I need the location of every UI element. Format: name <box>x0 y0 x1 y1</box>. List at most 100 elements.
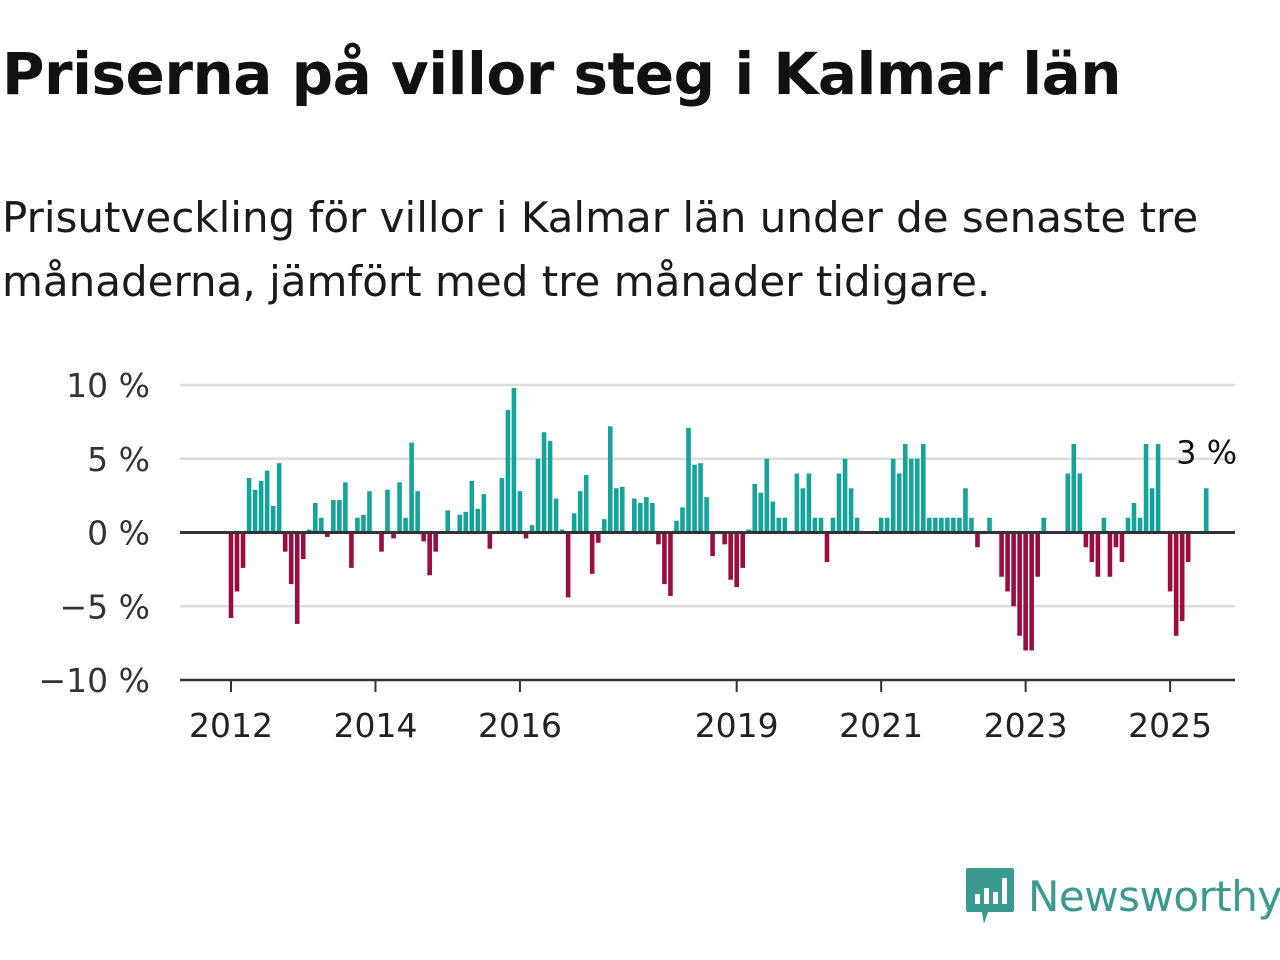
bar <box>969 517 974 533</box>
bar <box>764 458 770 533</box>
bar <box>1041 517 1046 533</box>
bar <box>644 497 649 533</box>
bar <box>812 517 818 533</box>
bar <box>246 477 252 533</box>
bar <box>927 517 932 533</box>
bar <box>692 464 697 533</box>
bar <box>601 519 607 533</box>
bar <box>240 532 246 568</box>
newsworthy-logo-icon <box>966 868 1014 924</box>
bar <box>752 483 758 533</box>
x-tick-label: 2019 <box>695 706 779 745</box>
bar <box>319 517 324 533</box>
y-tick-label: −10 % <box>39 661 151 700</box>
bar <box>698 463 703 533</box>
bar <box>523 532 529 539</box>
bar <box>288 532 294 585</box>
bar <box>680 507 685 533</box>
newsworthy-logo: Newsworthy <box>964 866 1280 926</box>
bar <box>547 441 553 533</box>
bar <box>258 480 264 533</box>
bar <box>800 488 806 533</box>
bar <box>270 505 276 533</box>
bar <box>1143 444 1149 533</box>
bar <box>842 458 848 533</box>
bar <box>656 532 661 545</box>
bar <box>638 503 643 533</box>
bar <box>553 498 559 533</box>
bar <box>1203 488 1209 533</box>
bar <box>987 517 992 533</box>
x-tick-label: 2023 <box>984 706 1068 745</box>
x-axis-labels: 2012 2014 2016 2019 2021 2023 2025 <box>189 706 1212 745</box>
bar <box>830 517 836 533</box>
bar <box>463 511 469 533</box>
bar <box>355 517 360 533</box>
bar <box>963 488 968 533</box>
bar <box>1101 517 1107 533</box>
bar <box>1095 532 1101 577</box>
bar <box>499 477 505 533</box>
bar <box>1107 532 1113 577</box>
bar <box>391 532 396 539</box>
bar <box>668 532 673 596</box>
newsworthy-logo-text: Newsworthy <box>1028 871 1280 921</box>
bar <box>1071 444 1077 533</box>
y-tick-label: 10 % <box>66 366 150 405</box>
bar <box>776 517 782 533</box>
bar <box>939 517 944 533</box>
bar <box>1005 532 1010 592</box>
bar <box>481 494 487 533</box>
bar <box>1029 532 1034 651</box>
bar <box>896 473 902 533</box>
bar <box>1173 532 1179 636</box>
bars <box>228 387 1209 651</box>
bar <box>252 489 258 533</box>
bar <box>1023 532 1028 651</box>
bar <box>758 492 764 533</box>
bar <box>325 532 330 537</box>
bar <box>607 426 613 533</box>
bar <box>620 486 625 533</box>
bar <box>276 463 282 533</box>
bar <box>945 517 950 533</box>
gridlines <box>180 383 1235 608</box>
bar <box>710 532 715 557</box>
bar <box>565 532 571 598</box>
bar <box>921 444 926 533</box>
bar <box>589 532 595 574</box>
axes <box>180 531 1235 692</box>
y-axis-labels: 10 % 5 % 0 % −5 % −10 % <box>39 366 151 700</box>
bar <box>403 517 408 533</box>
bar <box>1089 532 1095 562</box>
bar <box>1035 532 1040 577</box>
bar <box>469 480 475 533</box>
bar <box>234 532 240 592</box>
bar <box>728 532 733 580</box>
bar <box>613 488 619 533</box>
bar <box>722 532 727 545</box>
bar <box>1065 473 1071 533</box>
bar <box>1131 503 1137 533</box>
bar <box>794 473 800 533</box>
bar <box>854 517 860 533</box>
bar <box>1017 532 1022 636</box>
bar <box>541 432 547 533</box>
bar <box>1185 532 1191 562</box>
bar <box>951 517 956 533</box>
bar <box>517 491 523 533</box>
bar <box>583 474 589 533</box>
bar <box>770 501 776 533</box>
bar <box>890 458 896 533</box>
bar <box>1119 532 1125 562</box>
bar <box>933 517 938 533</box>
bar <box>1011 532 1016 607</box>
bar <box>228 532 234 619</box>
bar <box>343 482 348 533</box>
bar <box>331 500 336 533</box>
bar <box>824 532 830 562</box>
bar <box>1113 532 1119 548</box>
bar <box>397 482 402 533</box>
bar <box>1125 517 1131 533</box>
bar <box>571 513 577 533</box>
